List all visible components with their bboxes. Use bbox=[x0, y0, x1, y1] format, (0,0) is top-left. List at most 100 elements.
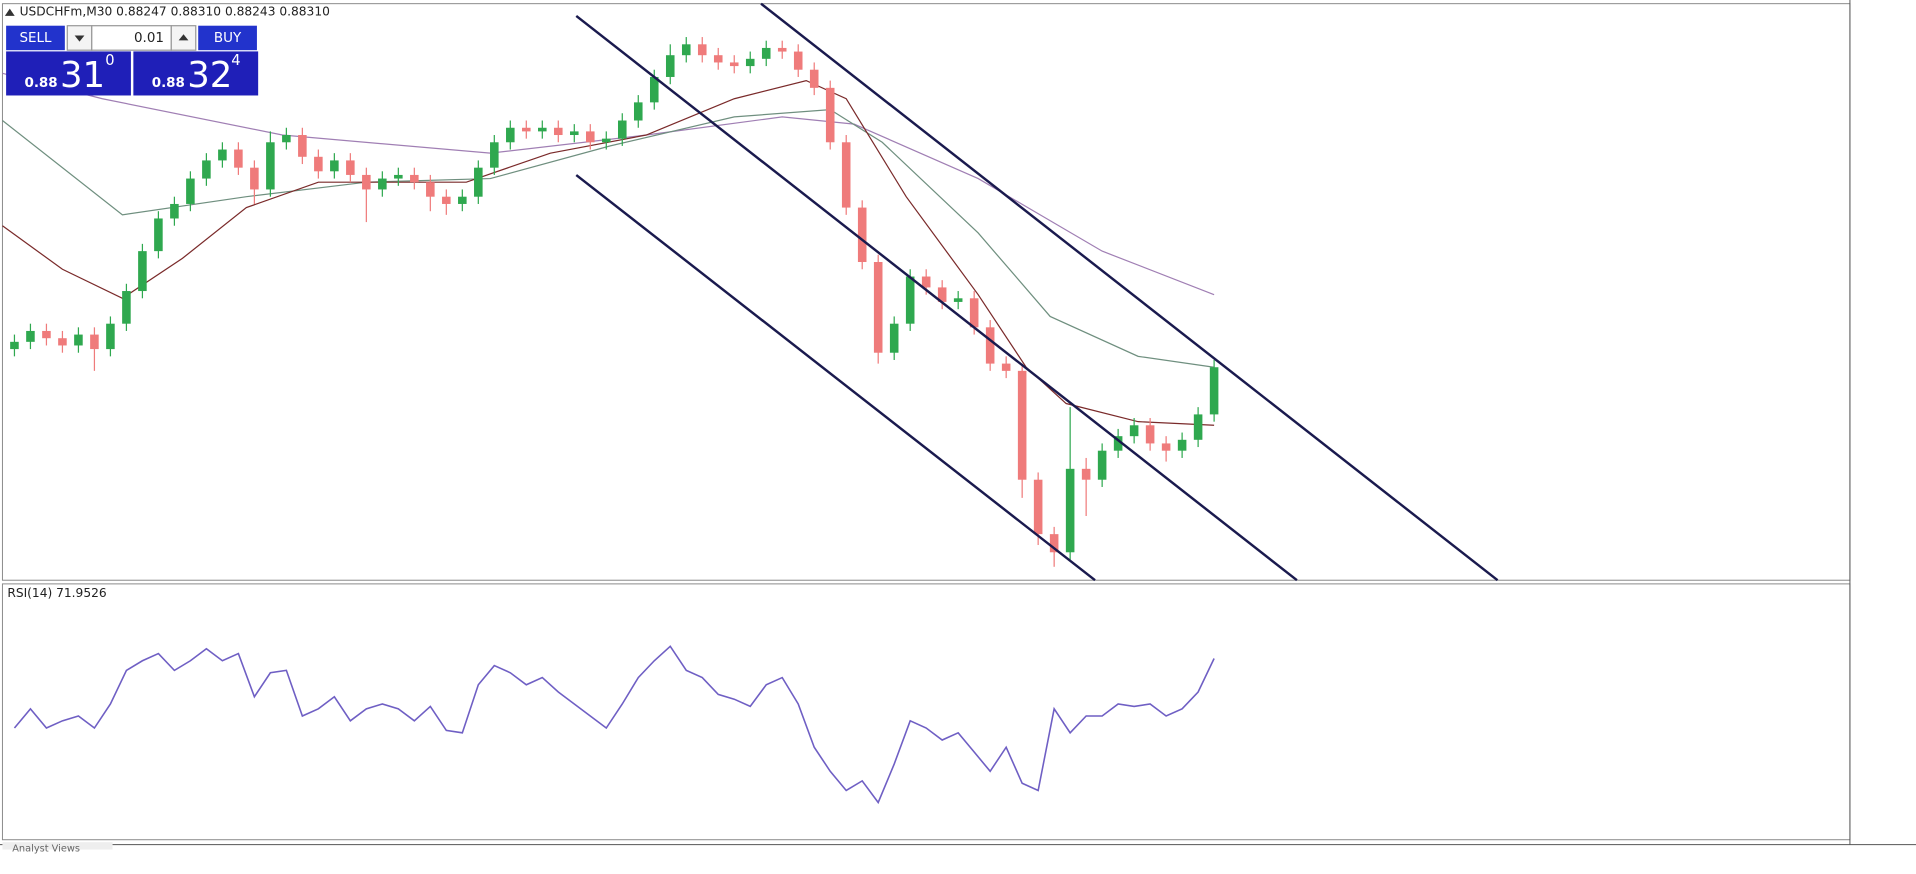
candle-body bbox=[1049, 534, 1059, 553]
line-series bbox=[2, 72, 1215, 296]
candle-body bbox=[426, 182, 435, 197]
candle-body bbox=[729, 62, 739, 67]
candle-body bbox=[1017, 370, 1027, 480]
candle-body bbox=[1177, 439, 1187, 451]
candle-body bbox=[617, 120, 627, 139]
candle-body bbox=[474, 167, 483, 197]
candle-body bbox=[330, 160, 339, 172]
candle-body bbox=[266, 142, 275, 190]
candle-body bbox=[1001, 363, 1011, 371]
candle-body bbox=[873, 262, 883, 353]
lot-input[interactable] bbox=[91, 25, 172, 51]
candle-body bbox=[697, 44, 707, 56]
candle-body bbox=[42, 330, 51, 339]
candle-body bbox=[282, 135, 291, 143]
candle-body bbox=[138, 251, 147, 292]
candle-body bbox=[1065, 468, 1075, 553]
candle-body bbox=[458, 196, 467, 204]
candle-body bbox=[681, 44, 691, 56]
candle-body bbox=[506, 127, 515, 143]
candle-body bbox=[841, 142, 851, 208]
buy-price-big: 32 bbox=[187, 55, 232, 96]
candle-body bbox=[394, 174, 403, 179]
candle-body bbox=[665, 55, 675, 77]
candle-body bbox=[378, 178, 387, 190]
candle-body bbox=[857, 207, 867, 263]
candle-body bbox=[1033, 479, 1043, 535]
candle-body bbox=[346, 160, 355, 175]
candle-body bbox=[713, 55, 723, 63]
lot-value[interactable]: 0.01 bbox=[134, 31, 164, 46]
footer-tab[interactable] bbox=[2, 842, 113, 850]
candle-body bbox=[58, 338, 67, 346]
candle-body bbox=[937, 287, 947, 302]
sell-price-big: 31 bbox=[60, 55, 105, 96]
candle-body bbox=[106, 323, 115, 350]
candle-body bbox=[825, 87, 835, 143]
channel-middle bbox=[575, 14, 1298, 582]
candle-body bbox=[745, 58, 755, 67]
candle-body bbox=[1097, 450, 1107, 480]
candle-body bbox=[1161, 443, 1171, 451]
candle-body bbox=[410, 174, 419, 183]
buy-price-box[interactable] bbox=[133, 51, 259, 96]
candle-body bbox=[186, 178, 195, 204]
candle-body bbox=[522, 127, 531, 132]
candle-body bbox=[74, 334, 83, 346]
footer-tab-label[interactable]: Analyst Views bbox=[12, 843, 80, 854]
candle-body bbox=[921, 276, 931, 288]
candle-body bbox=[570, 131, 579, 136]
buy-price-prefix: 0.88 bbox=[152, 76, 185, 91]
candle-body bbox=[298, 135, 307, 157]
candle-body bbox=[490, 142, 499, 168]
candle-body bbox=[809, 69, 819, 88]
candle-body bbox=[601, 138, 611, 143]
candle-body bbox=[202, 160, 211, 179]
channel-upper bbox=[760, 2, 1499, 582]
lot-down-icon bbox=[74, 35, 85, 42]
rsi-title: RSI(14) 71.9526 bbox=[7, 586, 106, 600]
candle-body bbox=[538, 127, 547, 132]
lot-up-icon bbox=[178, 34, 189, 41]
buy-price-pip: 4 bbox=[231, 52, 240, 69]
sell-price-box[interactable] bbox=[6, 51, 131, 96]
line-series bbox=[2, 108, 1215, 368]
candle-body bbox=[761, 47, 771, 59]
candle-body bbox=[1145, 425, 1155, 444]
sell-button[interactable] bbox=[6, 25, 65, 51]
candle-body bbox=[122, 291, 131, 324]
candle-body bbox=[10, 341, 19, 350]
candle-body bbox=[1209, 367, 1219, 415]
trend-channel bbox=[575, 2, 1499, 582]
buy-label[interactable]: BUY bbox=[214, 31, 242, 46]
channel-lower bbox=[575, 174, 1096, 582]
candle-body bbox=[649, 76, 659, 103]
candle-body bbox=[1081, 468, 1091, 480]
candle-body bbox=[362, 174, 371, 190]
candle-body bbox=[985, 327, 995, 364]
candle-body bbox=[777, 47, 787, 52]
sell-price-prefix: 0.88 bbox=[24, 76, 57, 91]
candle-body bbox=[26, 330, 35, 342]
buy-button[interactable] bbox=[198, 25, 257, 51]
candle-body bbox=[250, 167, 259, 190]
candle-body bbox=[586, 131, 595, 143]
sell-label[interactable]: SELL bbox=[19, 31, 52, 46]
candle-body bbox=[633, 102, 643, 121]
candle-body bbox=[90, 334, 99, 350]
candle-body bbox=[234, 149, 243, 168]
candle-body bbox=[793, 51, 803, 70]
symbol-header: USDCHFm,M30 0.88247 0.88310 0.88243 0.88… bbox=[20, 5, 330, 19]
candle-body bbox=[442, 196, 451, 204]
candle-body bbox=[1193, 414, 1203, 440]
candle-body bbox=[554, 127, 563, 136]
candle-body bbox=[953, 298, 963, 302]
collapse-icon[interactable] bbox=[4, 8, 15, 16]
sell-price-pip: 0 bbox=[105, 52, 114, 69]
candle-body bbox=[314, 156, 323, 172]
candle-body bbox=[905, 276, 915, 324]
candle-body bbox=[969, 298, 979, 328]
candle-body bbox=[154, 218, 163, 252]
